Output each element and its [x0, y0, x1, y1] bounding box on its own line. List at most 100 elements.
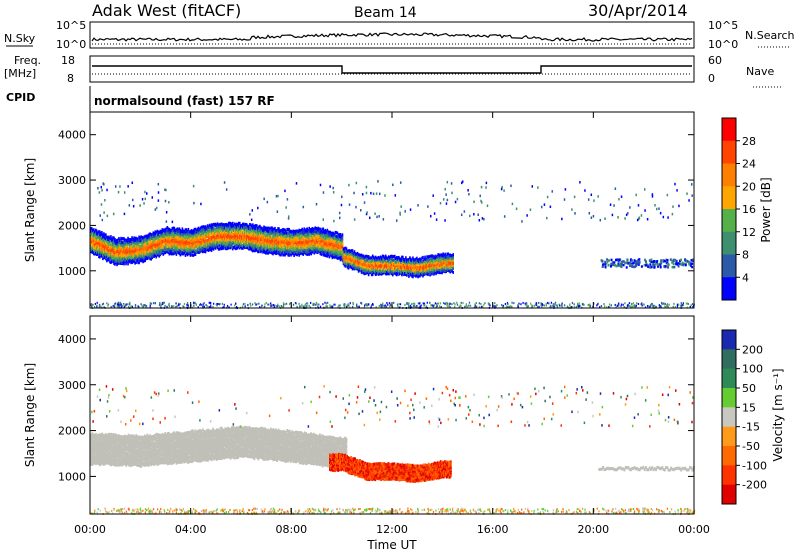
power-cell [348, 257, 351, 261]
power-cell [311, 227, 314, 231]
power-cell [254, 229, 256, 233]
power-cell [294, 232, 296, 236]
power-cell [427, 273, 429, 277]
power-cell [125, 262, 127, 266]
power-cell [303, 238, 306, 242]
power-cell [194, 231, 197, 235]
power-cell [346, 249, 349, 253]
power-cell [323, 245, 326, 249]
power-cell [223, 241, 226, 245]
power-cell [282, 244, 284, 248]
power-cell [99, 230, 101, 234]
power-cell [415, 264, 417, 268]
power-cell [384, 194, 386, 197]
power-cell [179, 234, 182, 238]
power-cell [193, 242, 196, 246]
power-cell [229, 222, 232, 226]
power-cell [210, 244, 213, 248]
power-cell [280, 247, 282, 251]
power-cell [305, 252, 308, 256]
power-cell [147, 233, 149, 237]
power-cell [182, 229, 185, 233]
power-cell [380, 264, 383, 268]
power-cell [278, 236, 280, 240]
power-cell [217, 241, 220, 245]
power-cell [207, 248, 210, 252]
beam-label: Beam 14 [354, 5, 417, 21]
power-cell [278, 246, 280, 250]
power-cell [239, 243, 242, 247]
power-cell [286, 198, 289, 201]
power-cell [379, 255, 382, 259]
power-cell [467, 189, 469, 192]
power-cell [399, 213, 401, 216]
power-cell [167, 245, 170, 249]
power-cell [411, 271, 413, 275]
power-cell [354, 263, 357, 267]
power-cell [292, 246, 294, 250]
power-cell [227, 221, 230, 225]
power-cell [360, 253, 363, 257]
power-cell [126, 260, 128, 264]
power-cell [306, 230, 309, 234]
power-cell [354, 259, 357, 263]
power-cell [139, 256, 141, 260]
power-cell [441, 263, 443, 267]
power-cell [447, 268, 449, 272]
power-cell [108, 256, 110, 260]
power-cell [416, 262, 418, 266]
power-cell [644, 209, 646, 212]
power-cell [362, 254, 365, 258]
power-cell [431, 265, 433, 269]
power-cell [276, 241, 278, 245]
power-cell [421, 268, 423, 272]
power-cell [145, 245, 147, 249]
power-cell [111, 238, 113, 242]
power-cell [331, 231, 334, 235]
power-cell [609, 203, 612, 206]
power-cell [237, 223, 240, 227]
power-cell [235, 228, 238, 232]
power-cell [205, 239, 208, 243]
power-cell [93, 238, 95, 242]
power-cell [122, 244, 124, 248]
power-cell [112, 238, 114, 242]
power-cell [282, 232, 284, 236]
power-cell [510, 184, 512, 188]
power-cell [113, 251, 115, 255]
power-cell [209, 236, 212, 240]
power-cell [330, 239, 333, 243]
power-cell [396, 268, 398, 272]
power-cell [373, 262, 376, 266]
power-cell [168, 230, 171, 234]
power-cell [355, 265, 358, 269]
power-cell [303, 247, 306, 251]
power-cell [211, 231, 214, 235]
power-cell [180, 251, 183, 255]
power-cell [428, 266, 430, 270]
power-cell [130, 239, 132, 243]
power-cell [386, 268, 389, 272]
power-cell [151, 240, 154, 244]
power-cell [107, 303, 110, 306]
power-cell [403, 272, 405, 276]
power-cell [192, 253, 195, 257]
power-cell [388, 268, 391, 272]
power-cell [103, 245, 105, 249]
power-cell [674, 182, 676, 186]
power-cell [338, 239, 341, 243]
power-cell [407, 266, 409, 270]
power-cell [252, 236, 254, 240]
power-cell [293, 235, 295, 239]
power-cell [308, 229, 311, 233]
power-cell [444, 259, 446, 263]
power-cell [220, 227, 223, 231]
power-cell [353, 218, 356, 221]
power-cell [325, 242, 328, 246]
power-cell [116, 245, 118, 249]
power-cell [91, 243, 93, 247]
power-cell [206, 238, 209, 242]
power-cell [197, 244, 200, 248]
power-cell [133, 252, 135, 256]
power-cell [291, 233, 293, 237]
